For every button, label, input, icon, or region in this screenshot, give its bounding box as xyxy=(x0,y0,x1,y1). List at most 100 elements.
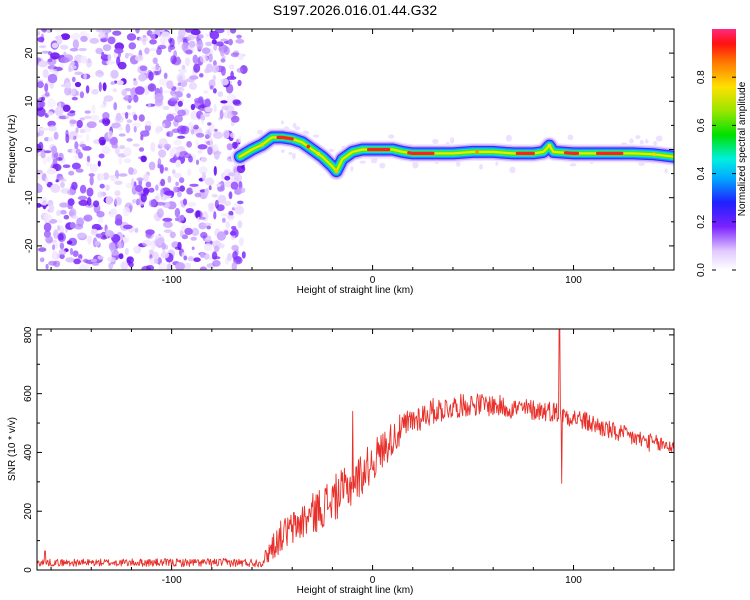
noise-blob xyxy=(280,120,284,125)
noise-blob xyxy=(103,95,114,102)
noise-blob xyxy=(105,195,114,205)
noise-blob xyxy=(226,29,231,36)
noise-blob xyxy=(181,224,188,230)
spectrogram-xlabel: Height of straight line (km) xyxy=(297,285,414,296)
noise-blob xyxy=(117,61,127,70)
noise-blob xyxy=(173,172,182,179)
y-tick-label: 800 xyxy=(23,326,34,343)
noise-blob xyxy=(202,222,212,226)
noise-blob xyxy=(98,153,105,159)
noise-blob xyxy=(120,261,129,270)
noise-blob xyxy=(190,29,201,36)
noise-blob xyxy=(118,253,124,260)
noise-blob xyxy=(73,258,81,265)
noise-blob xyxy=(200,252,205,258)
colorbar-tick-label: 0.4 xyxy=(696,166,707,180)
noise-blob xyxy=(231,261,237,270)
noise-blob xyxy=(230,52,240,58)
noise-blob xyxy=(208,205,215,213)
noise-blob xyxy=(107,36,116,45)
noise-blob xyxy=(204,134,210,140)
noise-blob xyxy=(161,242,167,250)
noise-blob xyxy=(190,103,196,111)
noise-blob xyxy=(74,81,82,88)
noise-blob xyxy=(193,63,201,73)
noise-blob xyxy=(184,57,191,66)
noise-blob xyxy=(98,136,107,145)
noise-blob xyxy=(72,39,79,49)
noise-blob xyxy=(63,214,70,220)
noise-blob xyxy=(126,33,137,41)
noise-blob xyxy=(359,160,367,164)
noise-blob xyxy=(190,236,197,241)
noise-blob xyxy=(230,132,236,138)
noise-blob xyxy=(75,168,84,173)
noise-blob xyxy=(220,49,225,57)
noise-blob xyxy=(94,255,98,260)
noise-blob xyxy=(221,105,229,111)
noise-blob xyxy=(75,91,79,96)
noise-blob xyxy=(235,38,245,44)
noise-blob xyxy=(236,34,242,39)
noise-blob xyxy=(195,132,205,138)
noise-blob xyxy=(208,53,213,63)
noise-blob xyxy=(212,74,216,81)
noise-blob xyxy=(68,66,72,73)
noise-blob xyxy=(226,143,233,151)
noise-blob xyxy=(37,143,42,153)
noise-blob xyxy=(86,161,92,167)
noise-blob xyxy=(189,183,199,187)
noise-blob xyxy=(194,192,202,198)
noise-blob xyxy=(166,130,174,138)
noise-blob xyxy=(90,114,100,121)
noise-blob xyxy=(206,225,211,230)
noise-blob xyxy=(224,181,233,188)
noise-blob xyxy=(68,170,75,176)
noise-blob xyxy=(50,183,61,193)
noise-blob xyxy=(154,196,160,201)
noise-blob xyxy=(118,133,126,137)
noise-blob xyxy=(71,181,78,191)
noise-blob xyxy=(83,214,93,222)
noise-blob xyxy=(291,152,296,160)
noise-blob xyxy=(111,143,118,149)
noise-blob xyxy=(125,182,133,189)
noise-blob xyxy=(653,141,658,146)
noise-blob xyxy=(77,134,83,139)
noise-blob xyxy=(655,135,663,142)
noise-blob xyxy=(86,235,93,244)
noise-blob xyxy=(91,228,98,234)
noise-blob xyxy=(91,104,96,115)
noise-blob xyxy=(70,48,78,52)
noise-blob xyxy=(237,200,244,205)
noise-blob xyxy=(95,233,103,238)
noise-blob xyxy=(122,235,130,244)
noise-blob xyxy=(123,147,132,157)
noise-blob xyxy=(174,114,183,123)
noise-blob xyxy=(162,105,170,111)
noise-blob xyxy=(141,239,152,247)
noise-blob xyxy=(204,177,215,186)
noise-blob xyxy=(94,226,103,231)
noise-blob xyxy=(97,191,104,198)
noise-blob xyxy=(138,147,145,152)
noise-blob xyxy=(52,251,58,260)
noise-blob xyxy=(77,195,88,201)
noise-blob xyxy=(44,91,50,97)
ridge-hotspot xyxy=(652,152,656,157)
noise-blob xyxy=(140,135,144,141)
noise-blob xyxy=(55,157,63,161)
y-tick-label: 200 xyxy=(23,502,34,519)
noise-blob xyxy=(209,256,213,261)
noise-blob xyxy=(116,241,124,249)
noise-blob xyxy=(53,229,59,240)
noise-blob xyxy=(44,176,49,185)
noise-blob xyxy=(635,135,641,140)
ridge-hotspot xyxy=(475,150,479,154)
noise-blob xyxy=(175,181,179,187)
noise-blob xyxy=(135,184,143,193)
noise-blob xyxy=(281,149,285,153)
noise-blob xyxy=(59,202,69,208)
noise-blob xyxy=(177,191,182,198)
x-tick-label: 0 xyxy=(370,275,376,286)
